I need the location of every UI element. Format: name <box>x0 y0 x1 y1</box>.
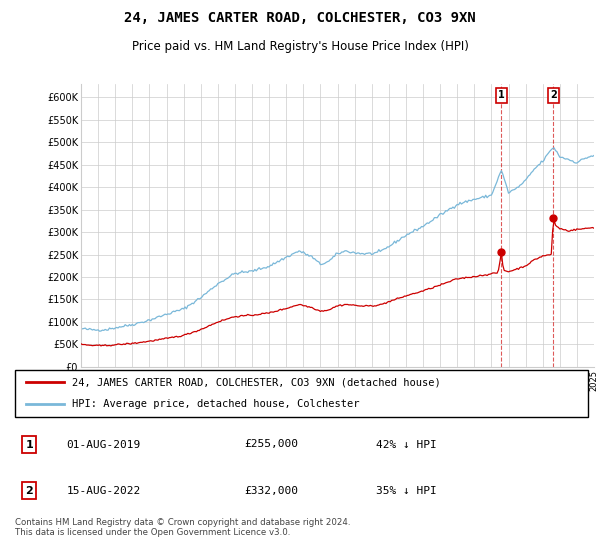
Text: 2: 2 <box>25 486 33 496</box>
Text: Price paid vs. HM Land Registry's House Price Index (HPI): Price paid vs. HM Land Registry's House … <box>131 40 469 53</box>
Text: 24, JAMES CARTER ROAD, COLCHESTER, CO3 9XN: 24, JAMES CARTER ROAD, COLCHESTER, CO3 9… <box>124 12 476 26</box>
Text: HPI: Average price, detached house, Colchester: HPI: Average price, detached house, Colc… <box>73 399 360 409</box>
Text: £332,000: £332,000 <box>244 486 298 496</box>
Text: 15-AUG-2022: 15-AUG-2022 <box>67 486 141 496</box>
Text: 1: 1 <box>498 90 505 100</box>
Text: 01-AUG-2019: 01-AUG-2019 <box>67 440 141 450</box>
Text: 2: 2 <box>550 90 557 100</box>
Text: 24, JAMES CARTER ROAD, COLCHESTER, CO3 9XN (detached house): 24, JAMES CARTER ROAD, COLCHESTER, CO3 9… <box>73 377 441 388</box>
Text: 42% ↓ HPI: 42% ↓ HPI <box>376 440 437 450</box>
Text: Contains HM Land Registry data © Crown copyright and database right 2024.
This d: Contains HM Land Registry data © Crown c… <box>15 518 350 538</box>
Text: 1: 1 <box>25 440 33 450</box>
Text: £255,000: £255,000 <box>244 440 298 450</box>
Text: 35% ↓ HPI: 35% ↓ HPI <box>376 486 437 496</box>
